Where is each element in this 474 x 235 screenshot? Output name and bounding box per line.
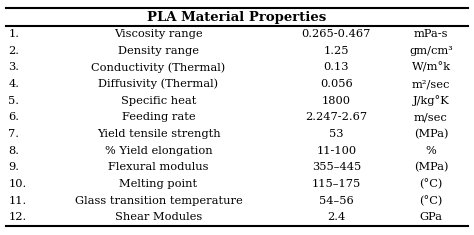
- Text: (°C): (°C): [419, 179, 443, 189]
- Text: 115–175: 115–175: [312, 179, 361, 189]
- Text: Yield tensile strength: Yield tensile strength: [97, 129, 220, 139]
- Text: 54–56: 54–56: [319, 196, 354, 206]
- Text: 1.: 1.: [9, 29, 19, 39]
- Text: Specific heat: Specific heat: [121, 96, 196, 106]
- Text: Viscosity range: Viscosity range: [114, 29, 203, 39]
- Text: 6.: 6.: [9, 112, 19, 122]
- Text: J/kg°K: J/kg°K: [412, 95, 449, 106]
- Text: Feeding rate: Feeding rate: [122, 112, 195, 122]
- Text: 2.: 2.: [9, 46, 19, 56]
- Text: Diffusivity (Thermal): Diffusivity (Thermal): [99, 79, 219, 89]
- Text: 2.4: 2.4: [327, 212, 346, 222]
- Text: Glass transition temperature: Glass transition temperature: [74, 196, 242, 206]
- Text: %: %: [426, 146, 437, 156]
- Text: 11.: 11.: [9, 196, 27, 206]
- Text: 0.056: 0.056: [320, 79, 353, 89]
- Text: 9.: 9.: [9, 162, 19, 172]
- Text: PLA Material Properties: PLA Material Properties: [147, 11, 327, 24]
- Text: (MPa): (MPa): [414, 129, 448, 139]
- Text: (MPa): (MPa): [414, 162, 448, 172]
- Text: 355–445: 355–445: [312, 162, 361, 172]
- Text: W/m°k: W/m°k: [411, 62, 450, 73]
- Text: 53: 53: [329, 129, 344, 139]
- Text: 1800: 1800: [322, 96, 351, 106]
- Text: Density range: Density range: [118, 46, 199, 56]
- Text: 1.25: 1.25: [324, 46, 349, 56]
- Text: m/sec: m/sec: [414, 112, 448, 122]
- Text: Shear Modules: Shear Modules: [115, 212, 202, 222]
- Text: 0.265-0.467: 0.265-0.467: [301, 29, 371, 39]
- Text: 10.: 10.: [9, 179, 27, 189]
- Text: 11-100: 11-100: [316, 146, 356, 156]
- Text: 2.247-2.67: 2.247-2.67: [305, 112, 367, 122]
- Text: 7.: 7.: [9, 129, 19, 139]
- Text: Flexural modulus: Flexural modulus: [108, 162, 209, 172]
- Text: m²/sec: m²/sec: [412, 79, 450, 89]
- Text: 12.: 12.: [9, 212, 27, 222]
- Text: gm/cm³: gm/cm³: [409, 46, 453, 56]
- Text: Melting point: Melting point: [119, 179, 198, 189]
- Text: % Yield elongation: % Yield elongation: [105, 146, 212, 156]
- Text: Conductivity (Thermal): Conductivity (Thermal): [91, 62, 226, 73]
- Text: 4.: 4.: [9, 79, 19, 89]
- Text: (°C): (°C): [419, 195, 443, 206]
- Text: 0.13: 0.13: [324, 63, 349, 72]
- Text: 8.: 8.: [9, 146, 19, 156]
- Text: GPa: GPa: [419, 212, 442, 222]
- Text: 3.: 3.: [9, 63, 19, 72]
- Text: mPa-s: mPa-s: [414, 29, 448, 39]
- Text: 5.: 5.: [9, 96, 19, 106]
